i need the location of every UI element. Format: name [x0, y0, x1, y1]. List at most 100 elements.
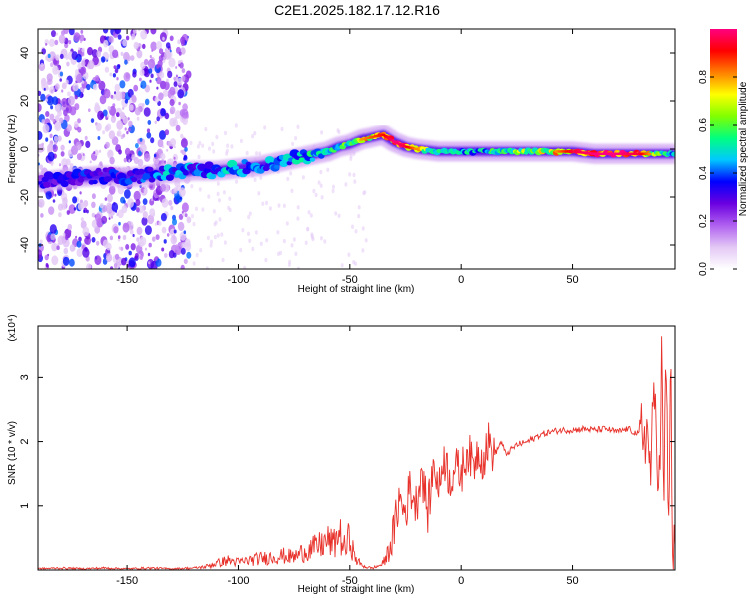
noise-blob [101, 215, 108, 224]
noise-blob [361, 248, 365, 253]
noise-blob [116, 262, 121, 269]
noise-blob [112, 73, 116, 78]
noise-blob [326, 167, 330, 172]
snr-background [38, 326, 675, 570]
noise-blob [144, 247, 148, 251]
noise-blob [91, 219, 98, 229]
noise-blob [276, 230, 280, 235]
noise-blob [119, 111, 125, 119]
noise-blob [183, 258, 188, 265]
noise-blob [186, 251, 192, 259]
noise-blob [108, 45, 115, 54]
noise-blob [177, 221, 185, 231]
noise-blob [66, 61, 70, 67]
ridge-cell [309, 157, 316, 162]
ridge-cell [97, 171, 104, 176]
y-tick-label: 2 [19, 439, 31, 445]
noise-blob [42, 123, 50, 134]
noise-blob [124, 147, 131, 156]
noise-blob [45, 111, 50, 117]
noise-blob [296, 205, 300, 210]
noise-blob [139, 77, 142, 82]
noise-blob [52, 119, 55, 123]
noise-blob [319, 169, 323, 175]
noise-blob [110, 94, 114, 99]
spectrogram-marks [38, 29, 675, 269]
noise-blob [75, 141, 82, 151]
noise-blob [155, 234, 160, 241]
noise-blob [119, 80, 126, 89]
noise-blob [82, 247, 90, 258]
noise-blob [319, 183, 323, 188]
noise-blob [183, 155, 188, 161]
noise-blob [146, 128, 151, 133]
noise-blob [49, 86, 55, 95]
noise-blob [136, 116, 140, 121]
noise-blob [65, 235, 69, 241]
noise-blob [151, 49, 154, 52]
noise-blob [71, 51, 78, 60]
noise-blob [102, 130, 106, 135]
noise-blob [141, 103, 145, 107]
x-tick-label: -100 [227, 274, 249, 286]
noise-blob [178, 213, 184, 220]
snr-x-ticks: -150 -100 -50 0 50 [116, 326, 579, 587]
noise-blob [61, 82, 67, 90]
snr-multiplier-label: (x10⁴) [7, 314, 18, 341]
noise-blob [290, 243, 294, 248]
noise-blob [52, 199, 56, 203]
noise-blob [296, 216, 300, 221]
noise-blob [78, 236, 82, 242]
noise-blob [89, 160, 92, 164]
noise-blob [91, 193, 96, 200]
noise-blob [133, 190, 141, 201]
noise-blob [67, 223, 73, 231]
noise-blob [156, 116, 160, 122]
noise-blob [223, 240, 227, 245]
noise-blob [65, 79, 69, 85]
noise-blob [307, 210, 311, 215]
noise-blob [169, 106, 176, 115]
noise-blob [97, 136, 101, 140]
ridge-cell [204, 161, 214, 169]
noise-blob [73, 32, 81, 42]
noise-blob [181, 108, 189, 119]
noise-blob [41, 48, 46, 55]
noise-blob [286, 176, 290, 182]
noise-blob [239, 247, 243, 253]
noise-blob [72, 196, 78, 204]
noise-blob [60, 144, 65, 151]
noise-blob [95, 213, 102, 222]
noise-blob [110, 266, 114, 269]
noise-blob [120, 246, 124, 251]
noise-blob [185, 70, 192, 79]
noise-blob [155, 258, 162, 267]
noise-blob [195, 206, 198, 211]
noise-blob [80, 217, 84, 222]
noise-blob [126, 54, 131, 62]
noise-blob [97, 110, 104, 121]
noise-blob [99, 202, 104, 209]
colorbar-tick-label: 0.0 [698, 262, 709, 276]
noise-blob [163, 239, 167, 244]
noise-blob [57, 203, 64, 211]
noise-blob [222, 190, 226, 195]
noise-blob [149, 55, 152, 58]
noise-blob [158, 221, 162, 226]
noise-blob [86, 209, 89, 214]
noise-blob [81, 52, 85, 57]
noise-blob [132, 71, 137, 78]
noise-blob [139, 255, 144, 261]
noise-blob [211, 141, 215, 147]
noise-blob [125, 244, 130, 250]
noise-blob [38, 249, 43, 260]
noise-blob [253, 131, 257, 136]
noise-blob [253, 177, 257, 182]
noise-blob [124, 127, 127, 131]
noise-blob [116, 64, 121, 70]
noise-blob [91, 79, 94, 83]
noise-blob [213, 234, 217, 240]
noise-blob [93, 151, 96, 155]
noise-blob [137, 50, 142, 57]
noise-blob [58, 34, 66, 44]
